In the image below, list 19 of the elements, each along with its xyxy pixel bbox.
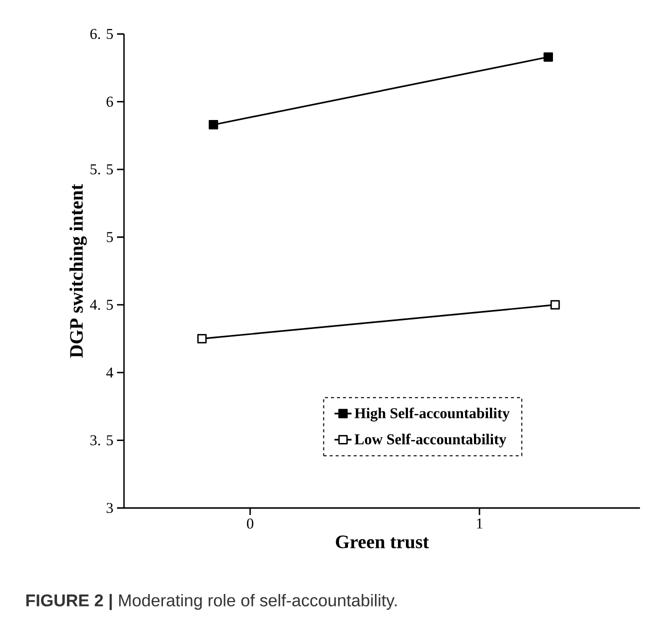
point [550, 300, 560, 310]
y-axis-title: DGP switching intent [69, 184, 87, 358]
legend-label: High Self-accountability [354, 408, 510, 422]
x-tick-label: 0 [246, 518, 254, 529]
y-tick-label: 6 [106, 96, 114, 107]
point [208, 120, 218, 130]
y-tick-label: 5. 5 [90, 164, 113, 174]
y-tick-label: 4 [106, 368, 114, 378]
x-tick-label: 1 [477, 518, 482, 528]
y-tick-label: 3 [106, 502, 113, 514]
y-tick-label: 5 [106, 232, 113, 242]
text: FIGURE 2 | Moderating role of self-accountability. [26, 594, 397, 610]
point [197, 334, 207, 344]
y-tick-label: 4. 5 [90, 300, 113, 310]
y-tick-label: 6. 5 [90, 28, 113, 40]
point [544, 52, 553, 62]
legend-label: Low Self-accountability [354, 434, 506, 448]
y-tick-label: 3. 5 [90, 435, 113, 446]
x-axis-title: Green trust [336, 536, 429, 548]
